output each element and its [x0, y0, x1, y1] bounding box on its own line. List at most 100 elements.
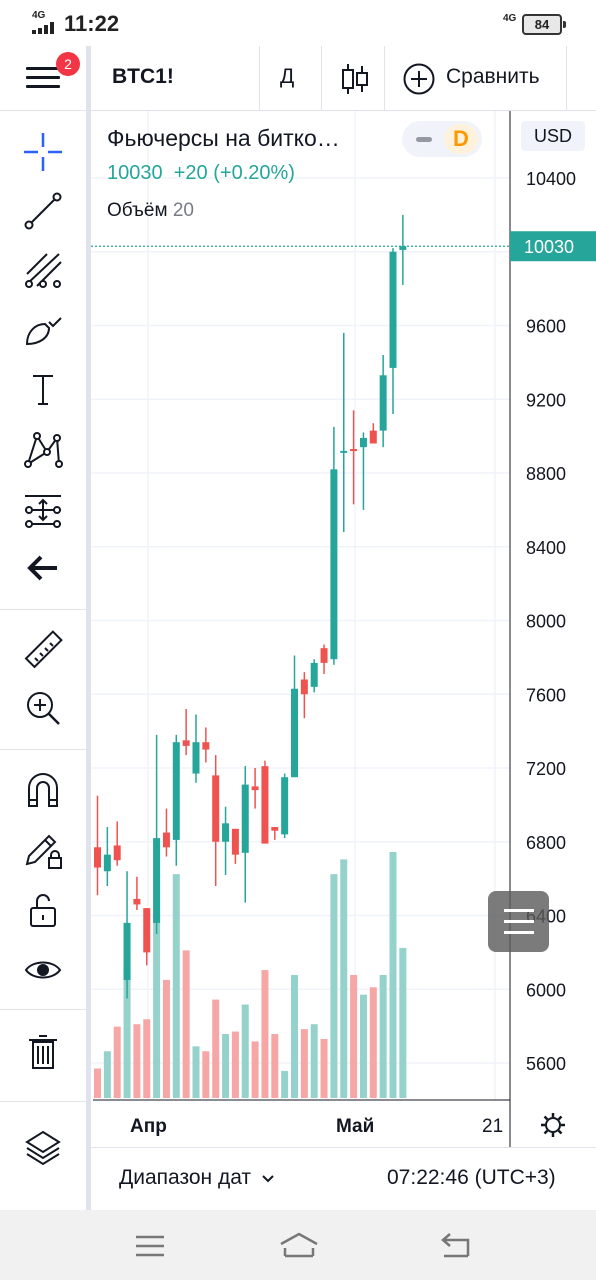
compare-button[interactable]: Сравнить: [446, 65, 540, 88]
toolbar-divider: [0, 1101, 86, 1102]
candle-body: [330, 469, 338, 660]
notification-badge: 2: [56, 52, 80, 76]
trash-icon: [29, 1035, 57, 1069]
candle-body: [291, 688, 298, 778]
candle-body: [192, 742, 200, 774]
time-tick-label: Май: [336, 1116, 374, 1137]
collapse-icon[interactable]: [416, 137, 432, 142]
symbol-button[interactable]: BTC1!: [112, 65, 174, 88]
candle-body: [153, 838, 161, 923]
chart-settings-icon[interactable]: [541, 1113, 565, 1137]
volume-bar: [261, 970, 269, 1098]
candle-body: [369, 430, 377, 444]
magnet-tool[interactable]: [20, 767, 66, 813]
status-time: 11:22: [64, 11, 120, 36]
toolbar-divider: [0, 609, 86, 610]
price-tick-label: 8400: [526, 538, 566, 558]
object-tree-tool[interactable]: [20, 1125, 66, 1171]
prediction-tool[interactable]: [20, 487, 66, 533]
gann-fib-tool[interactable]: [20, 247, 66, 293]
recent-apps-icon[interactable]: [135, 1234, 165, 1258]
crosshair-icon: [24, 133, 62, 171]
candle-body: [103, 854, 111, 872]
unlock-icon: [30, 894, 56, 927]
gear-tooth: [543, 1115, 549, 1121]
price-tick-label: 6000: [526, 980, 566, 1000]
candle-body: [281, 777, 289, 835]
candle-body: [271, 827, 279, 831]
layers-icon: [25, 1130, 61, 1166]
candle-body: [212, 775, 220, 842]
price-tick-label: 8800: [526, 464, 566, 484]
volume-bar: [251, 1041, 259, 1098]
toolbar-border: [86, 46, 91, 1210]
text-tool[interactable]: [20, 367, 66, 413]
back-tool[interactable]: [20, 545, 66, 591]
volume-bar: [133, 1024, 141, 1098]
candle-body: [261, 766, 269, 844]
date-range-button[interactable]: Диапазон дат: [119, 1166, 275, 1190]
candle-body: [251, 786, 259, 791]
floating-menu-button[interactable]: [488, 891, 549, 952]
lock-all-tool[interactable]: [20, 887, 66, 933]
arrow-left-icon: [27, 555, 57, 581]
header-divider: [384, 46, 385, 110]
volume-bar: [153, 913, 161, 1098]
symbol-description[interactable]: Фьючерсы на битко…: [107, 125, 340, 151]
candle-body: [310, 662, 318, 687]
text-icon: [33, 375, 53, 405]
volume-bar: [162, 979, 170, 1098]
network-type-right: 4G: [503, 13, 517, 24]
pencil-lock-icon: [25, 834, 62, 869]
price-tick-label: 10400: [526, 169, 576, 189]
volume-value: 20: [172, 200, 194, 221]
candle-body: [231, 828, 239, 855]
compare-plus-icon[interactable]: [402, 62, 436, 96]
volume-bar: [379, 975, 387, 1098]
menu-icon[interactable]: [26, 63, 60, 93]
back-icon[interactable]: [438, 1230, 472, 1260]
interval-button[interactable]: Д: [280, 65, 295, 88]
candle-body: [202, 742, 210, 750]
volume-bar: [399, 947, 407, 1098]
network-type-left: 4G: [32, 10, 46, 21]
fib-fan-icon: [25, 253, 62, 288]
current-price-tag: [510, 231, 596, 262]
volume-bar: [310, 1024, 318, 1098]
volume-bar: [103, 1051, 111, 1098]
volume-bar: [192, 1046, 200, 1098]
lock-drawing-tool[interactable]: [20, 827, 66, 873]
price-tick-label: 7600: [526, 685, 566, 705]
currency-button[interactable]: USD: [521, 121, 585, 151]
volume-bar: [330, 874, 338, 1098]
price-tick-label: 8000: [526, 612, 566, 632]
crosshair-tool[interactable]: [20, 129, 66, 175]
candle-body: [241, 784, 249, 853]
volume-bar: [113, 1026, 121, 1098]
legend-controls[interactable]: D: [402, 121, 482, 157]
gear-tooth: [557, 1115, 563, 1121]
remove-drawings-tool[interactable]: [20, 1029, 66, 1075]
signal-icon: [32, 22, 54, 34]
volume-legend[interactable]: Объём 20: [107, 200, 194, 222]
volume-bar: [231, 1031, 239, 1098]
trend-line-tool[interactable]: [20, 188, 66, 234]
header-divider: [259, 46, 260, 110]
header-divider: [321, 46, 322, 110]
timezone-clock[interactable]: 07:22:46 (UTC+3): [387, 1166, 556, 1189]
time-tick-label: 21: [482, 1116, 503, 1137]
hide-drawings-tool[interactable]: [20, 947, 66, 993]
legend-last-price: 10030: [107, 162, 163, 184]
home-icon[interactable]: [279, 1230, 319, 1260]
price-tick-label: 7200: [526, 759, 566, 779]
pattern-icon: [24, 432, 63, 468]
ruler-tool[interactable]: [20, 627, 66, 673]
price-chart[interactable]: 1040010000960092008800840080007600720068…: [91, 111, 596, 1147]
candles-chart-type-icon[interactable]: [340, 62, 370, 96]
eye-icon: [24, 961, 62, 979]
pattern-tool[interactable]: [20, 427, 66, 473]
drawing-toolbar: [0, 111, 86, 1210]
volume-bar: [389, 852, 397, 1098]
brush-tool[interactable]: [20, 307, 66, 353]
zoom-in-tool[interactable]: [20, 685, 66, 731]
